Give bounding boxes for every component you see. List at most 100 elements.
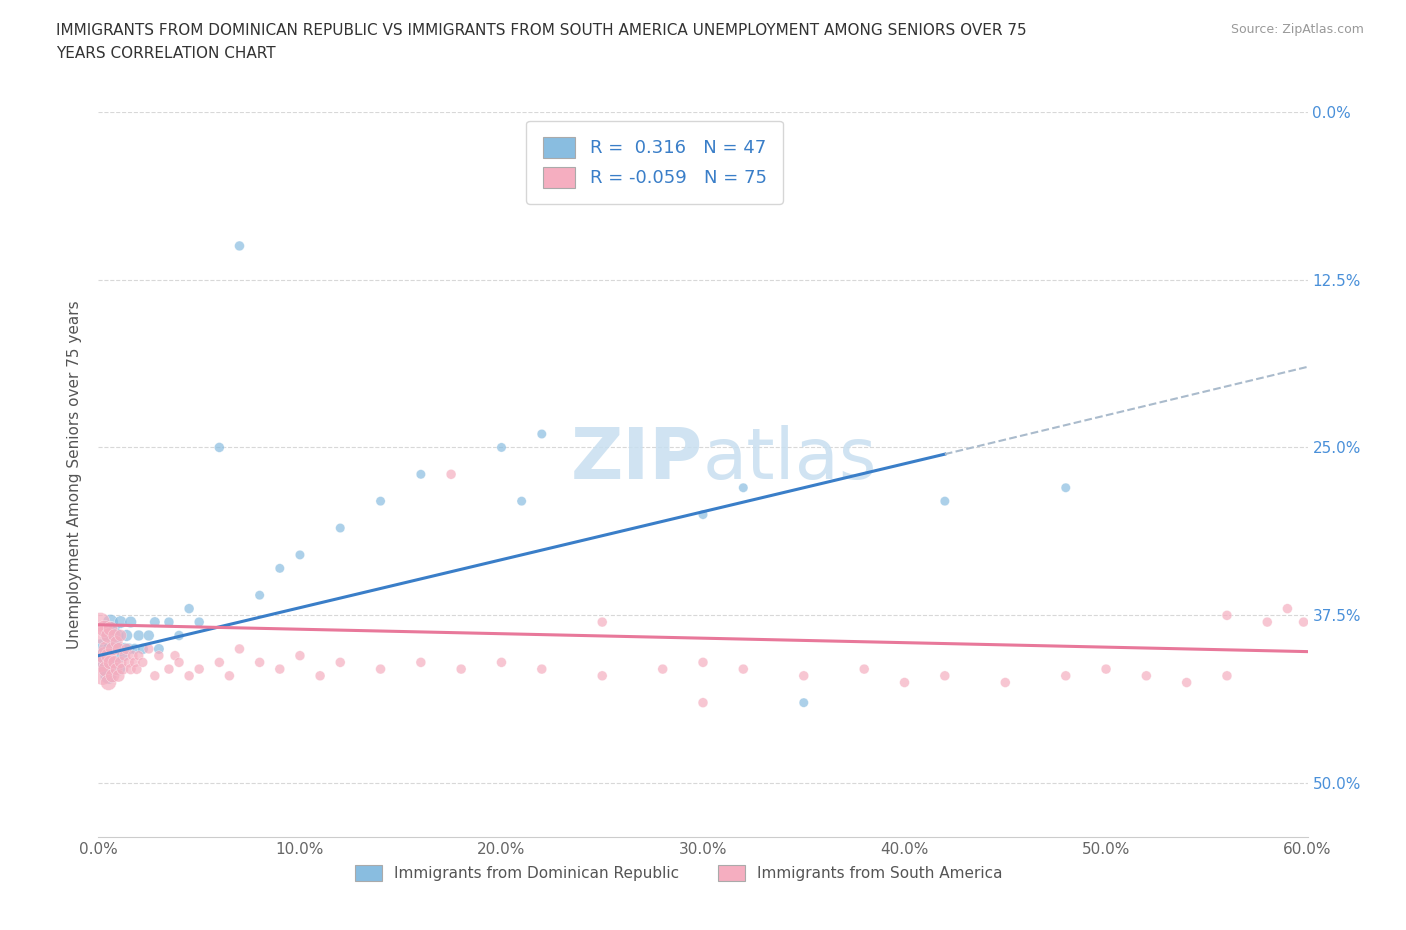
Legend: Immigrants from Dominican Republic, Immigrants from South America: Immigrants from Dominican Republic, Immi… [349, 859, 1010, 887]
Point [148, 642, 170, 657]
Point [1175, 675, 1198, 690]
Point [107, 669, 129, 684]
Point [110, 615, 132, 630]
Point [115, 642, 138, 657]
Point [440, 467, 463, 482]
Point [1095, 661, 1118, 676]
Y-axis label: Unemployment Among Seniors over 75 years: Unemployment Among Seniors over 75 years [67, 300, 83, 648]
Point [128, 628, 150, 643]
Point [208, 655, 231, 670]
Point [89, 642, 111, 657]
Point [138, 628, 160, 643]
Point [105, 635, 128, 650]
Point [218, 669, 240, 684]
Point [96, 661, 118, 676]
Point [591, 669, 613, 684]
Point [93, 648, 115, 663]
Text: YEARS CORRELATION CHART: YEARS CORRELATION CHART [56, 46, 276, 61]
Point [269, 661, 291, 676]
Point [163, 648, 186, 663]
Point [97, 628, 120, 643]
Point [167, 655, 190, 670]
Point [157, 615, 180, 630]
Point [329, 655, 352, 670]
Point [329, 521, 352, 536]
Point [934, 494, 956, 509]
Text: atlas: atlas [703, 425, 877, 494]
Point [101, 621, 124, 636]
Text: IMMIGRANTS FROM DOMINICAN REPUBLIC VS IMMIGRANTS FROM SOUTH AMERICA UNEMPLOYMENT: IMMIGRANTS FROM DOMINICAN REPUBLIC VS IM… [56, 23, 1026, 38]
Point [107, 642, 129, 657]
Point [228, 642, 250, 657]
Point [934, 669, 956, 684]
Point [409, 467, 432, 482]
Point [188, 661, 211, 676]
Point [120, 615, 142, 630]
Point [100, 655, 122, 670]
Point [132, 655, 155, 670]
Point [110, 628, 132, 643]
Point [100, 642, 122, 657]
Point [269, 561, 291, 576]
Point [124, 655, 146, 670]
Point [93, 648, 115, 663]
Point [793, 696, 815, 711]
Point [91, 655, 114, 670]
Point [651, 661, 673, 676]
Point [510, 494, 533, 509]
Point [228, 238, 250, 253]
Point [288, 648, 311, 663]
Point [370, 494, 392, 509]
Point [793, 669, 815, 684]
Point [103, 648, 125, 663]
Point [1216, 608, 1239, 623]
Point [309, 669, 332, 684]
Point [491, 440, 513, 455]
Point [994, 675, 1017, 690]
Point [97, 628, 120, 643]
Point [91, 669, 114, 684]
Point [853, 661, 876, 676]
Point [188, 615, 211, 630]
Point [1054, 480, 1077, 495]
Point [409, 655, 432, 670]
Point [89, 655, 111, 670]
Point [100, 621, 122, 636]
Point [1216, 669, 1239, 684]
Point [114, 648, 136, 663]
Point [1054, 669, 1077, 684]
Point [692, 507, 714, 522]
Point [208, 440, 231, 455]
Point [97, 648, 120, 663]
Point [91, 628, 114, 643]
Point [249, 588, 271, 603]
Point [101, 669, 124, 684]
Point [733, 661, 755, 676]
Point [179, 669, 201, 684]
Point [450, 661, 472, 676]
Point [249, 655, 271, 670]
Point [1292, 615, 1315, 630]
Point [118, 642, 141, 657]
Point [100, 615, 122, 630]
Point [96, 642, 118, 657]
Point [148, 648, 170, 663]
Point [97, 669, 120, 684]
Point [110, 655, 132, 670]
Point [591, 615, 613, 630]
Point [120, 661, 142, 676]
Point [157, 661, 180, 676]
Point [103, 628, 125, 643]
Point [167, 628, 190, 643]
Point [96, 661, 118, 676]
Point [132, 642, 155, 657]
Point [893, 675, 915, 690]
Point [1277, 601, 1299, 616]
Point [97, 675, 120, 690]
Point [128, 648, 150, 663]
Point [288, 548, 311, 563]
Point [111, 661, 134, 676]
Point [101, 642, 124, 657]
Point [692, 655, 714, 670]
Point [111, 648, 134, 663]
